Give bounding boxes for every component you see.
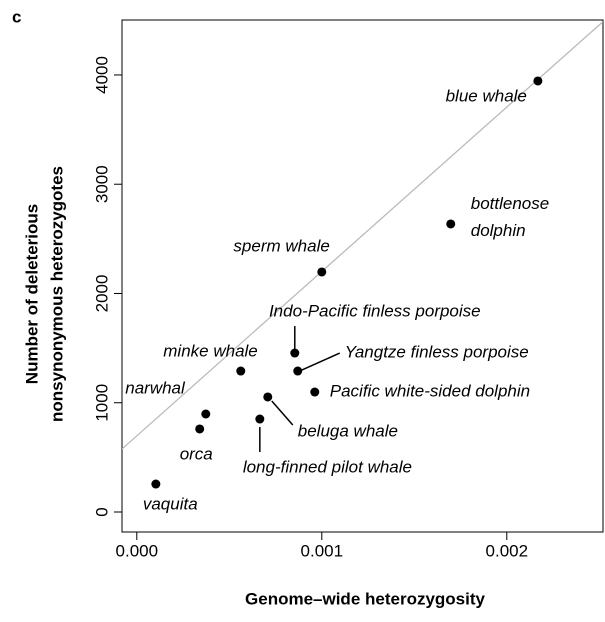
leader-line bbox=[301, 352, 341, 371]
reference-line bbox=[122, 21, 603, 450]
point-label: Pacific white-sided dolphin bbox=[330, 382, 530, 401]
point bbox=[151, 479, 161, 489]
point-label: bottlenose dolphin bbox=[471, 194, 549, 240]
point-label: vaquita bbox=[143, 495, 198, 514]
point bbox=[263, 392, 273, 402]
point-label: beluga whale bbox=[298, 421, 398, 440]
point bbox=[446, 219, 456, 229]
y-axis-label: Number of deleterious bbox=[22, 204, 41, 384]
point bbox=[290, 348, 300, 358]
point-label: orca bbox=[180, 444, 213, 463]
point-label: narwhal bbox=[125, 378, 186, 397]
label-line: dolphin bbox=[471, 221, 526, 240]
x-tick-label: 0.002 bbox=[486, 541, 529, 560]
point bbox=[317, 267, 327, 277]
label-line: bottlenose bbox=[471, 194, 549, 213]
point-label: long-finned pilot whale bbox=[243, 458, 412, 477]
y-tick-label: 1000 bbox=[92, 384, 111, 422]
point bbox=[255, 414, 265, 424]
point-label: Yangtze finless porpoise bbox=[345, 343, 529, 362]
y-axis-label: nonsynonymous heterozygotes bbox=[47, 166, 66, 422]
x-tick-label: 0.001 bbox=[301, 541, 344, 560]
point bbox=[201, 409, 211, 419]
point-label: Indo-Pacific finless porpoise bbox=[269, 302, 481, 321]
panel-label: c bbox=[12, 7, 21, 26]
leader-line bbox=[271, 400, 294, 426]
point-label: blue whale bbox=[446, 86, 527, 105]
plot-frame bbox=[121, 19, 604, 533]
point-label: sperm whale bbox=[233, 236, 329, 255]
point bbox=[310, 387, 320, 397]
point-label: minke whale bbox=[163, 342, 258, 361]
x-tick-label: 0.000 bbox=[116, 541, 159, 560]
y-tick-label: 4000 bbox=[92, 56, 111, 94]
point bbox=[293, 366, 303, 376]
y-tick-label: 0 bbox=[92, 507, 111, 516]
y-tick-label: 2000 bbox=[92, 275, 111, 313]
point bbox=[195, 424, 205, 434]
point bbox=[533, 76, 543, 86]
x-axis-label: Genome–wide heterozygosity bbox=[245, 589, 485, 608]
y-tick-label: 3000 bbox=[92, 165, 111, 203]
point bbox=[236, 366, 246, 376]
